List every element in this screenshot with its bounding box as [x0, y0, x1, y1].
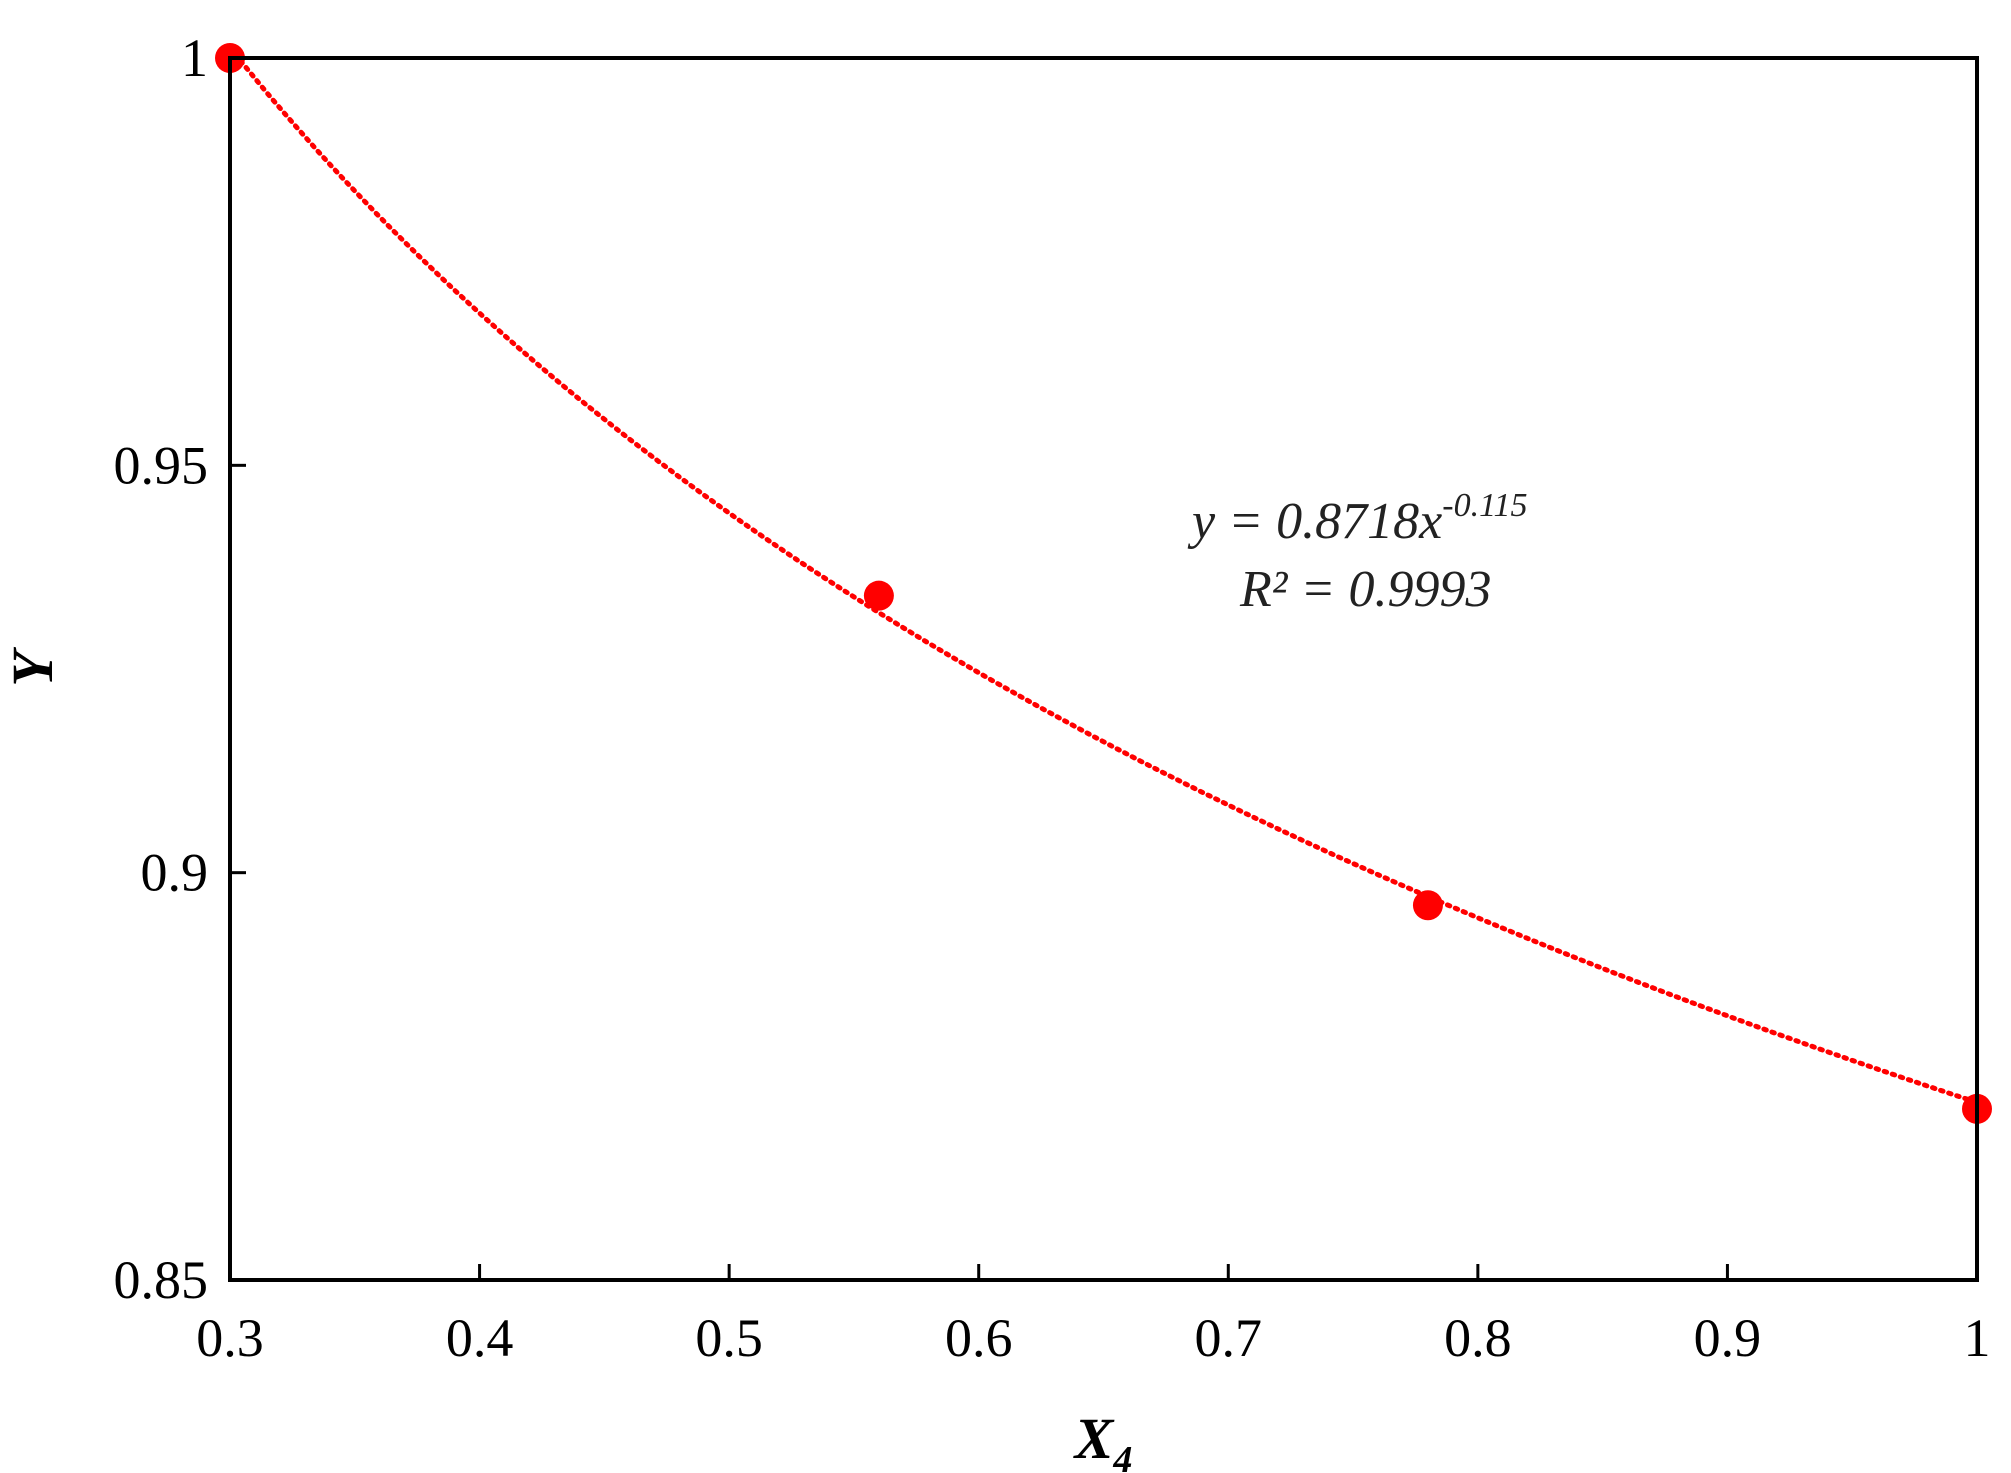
y-tick-label: 1: [181, 28, 208, 88]
x-tick-label: 0.6: [945, 1308, 1013, 1368]
power-trendline: [227, 45, 1980, 1105]
x-tick-label: 0.3: [196, 1308, 264, 1368]
trendline-equation: y = 0.8718x-0.115: [1187, 487, 1528, 550]
x-tick-label: 0.4: [446, 1308, 514, 1368]
x-tick-label: 0.9: [1694, 1308, 1762, 1368]
x-axis-title: X4: [1073, 1406, 1133, 1473]
y-tick-label: 0.85: [114, 1250, 209, 1310]
trendline-equation-base: y = 0.8718x: [1187, 493, 1442, 550]
x-tick-label: 1: [1964, 1308, 1991, 1368]
x-axis-ticks: 0.3 0.4 0.5 0.6 0.7 0.8 0.9 1: [196, 1264, 1991, 1368]
data-points-layer: [215, 43, 1992, 1124]
plot-area-frame: [228, 56, 1979, 1282]
x-axis-title-main: X: [1073, 1406, 1115, 1471]
r-squared-label: R² = 0.9993: [1239, 561, 1491, 618]
data-point: [1412, 890, 1443, 921]
x-tick-label: 0.5: [695, 1308, 763, 1368]
x-axis-title-subscript: 4: [1112, 1439, 1132, 1473]
trendline-layer: [227, 45, 1980, 1105]
y-axis-title: Y: [0, 647, 65, 687]
y-tick-label: 0.9: [141, 843, 209, 903]
y-axis-ticks: 0.85 0.9 0.95 1: [114, 28, 246, 1310]
data-point: [863, 580, 894, 611]
y-tick-label: 0.95: [114, 435, 209, 495]
x-tick-label: 0.7: [1195, 1308, 1263, 1368]
trendline-equation-exponent: -0.115: [1442, 487, 1527, 524]
x-tick-label: 0.8: [1444, 1308, 1512, 1368]
